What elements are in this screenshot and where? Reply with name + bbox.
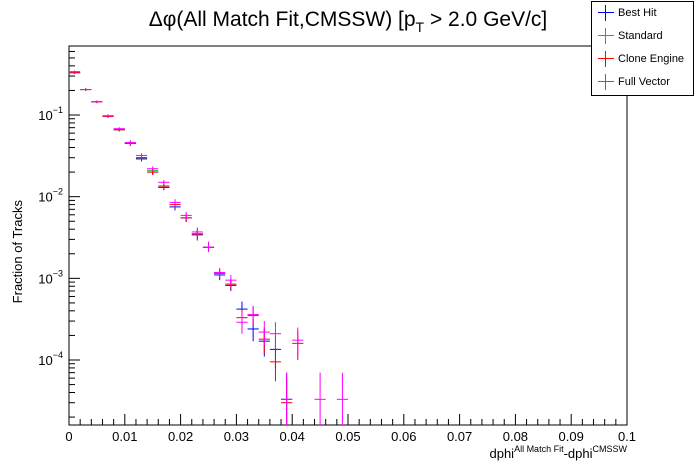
legend-marker [598, 28, 614, 44]
y-tick-label: 10−4 [38, 350, 63, 368]
x-tick-label: 0.01 [112, 429, 137, 444]
legend-marker [598, 5, 614, 21]
series-full-vector [69, 70, 348, 425]
x-tick-label: 0.08 [503, 429, 528, 444]
x-tick-label: 0.06 [391, 429, 416, 444]
y-tick-label: 10−1 [38, 105, 63, 123]
x-tick-label: 0.09 [559, 429, 584, 444]
y-tick-label: 10−2 [38, 187, 63, 205]
x-tick-label: 0.02 [168, 429, 193, 444]
legend-label: Standard [618, 30, 663, 42]
x-tick-label: 0.07 [447, 429, 472, 444]
x-tick-label: 0.04 [280, 429, 305, 444]
legend-entry: Best Hit [592, 3, 693, 26]
legend-marker [598, 51, 614, 67]
plot-frame [68, 45, 628, 426]
y-tick-label: 10−3 [38, 268, 63, 286]
legend-label: Full Vector [618, 76, 670, 88]
series-best-hit [69, 71, 293, 425]
x-tick-label: 0 [65, 429, 72, 444]
x-tick-label: 0.05 [335, 429, 360, 444]
chart-title: Δφ(All Match Fit,CMSSW) [pT > 2.0 GeV/c] [149, 8, 548, 35]
x-tick-label: 0.03 [224, 429, 249, 444]
x-axis-label: dphiAll Match Fit-dphiCMSSW [489, 444, 627, 461]
legend-entry: Standard [592, 26, 693, 49]
legend-marker [598, 74, 614, 90]
x-tick-label: 0.1 [618, 429, 636, 444]
series-clone-engine [69, 71, 304, 425]
legend-label: Best Hit [618, 7, 657, 19]
legend-label: Clone Engine [618, 53, 685, 65]
y-axis-label: Fraction of Tracks [10, 200, 25, 304]
legend-entry: Full Vector [592, 72, 693, 95]
legend: Best Hit Standard Clone Engine Full Vector [591, 1, 694, 96]
legend-entry: Clone Engine [592, 49, 693, 72]
